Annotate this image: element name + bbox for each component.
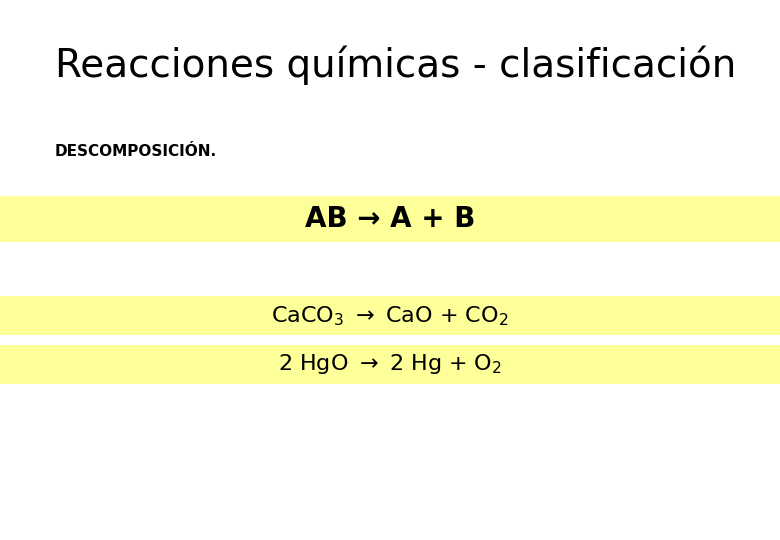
Bar [0, 296, 780, 335]
Bar [0, 345, 780, 384]
Bar [0, 195, 780, 241]
Text: DESCOMPOSICIÓN.: DESCOMPOSICIÓN. [55, 144, 217, 159]
Text: Reacciones químicas - clasificación: Reacciones químicas - clasificación [55, 45, 736, 85]
Text: CaCO$_3$ $\rightarrow$ CaO + CO$_2$: CaCO$_3$ $\rightarrow$ CaO + CO$_2$ [271, 304, 509, 328]
Text: AB → A + B: AB → A + B [305, 205, 475, 233]
Text: 2 HgO $\rightarrow$ 2 Hg + O$_2$: 2 HgO $\rightarrow$ 2 Hg + O$_2$ [278, 353, 502, 376]
